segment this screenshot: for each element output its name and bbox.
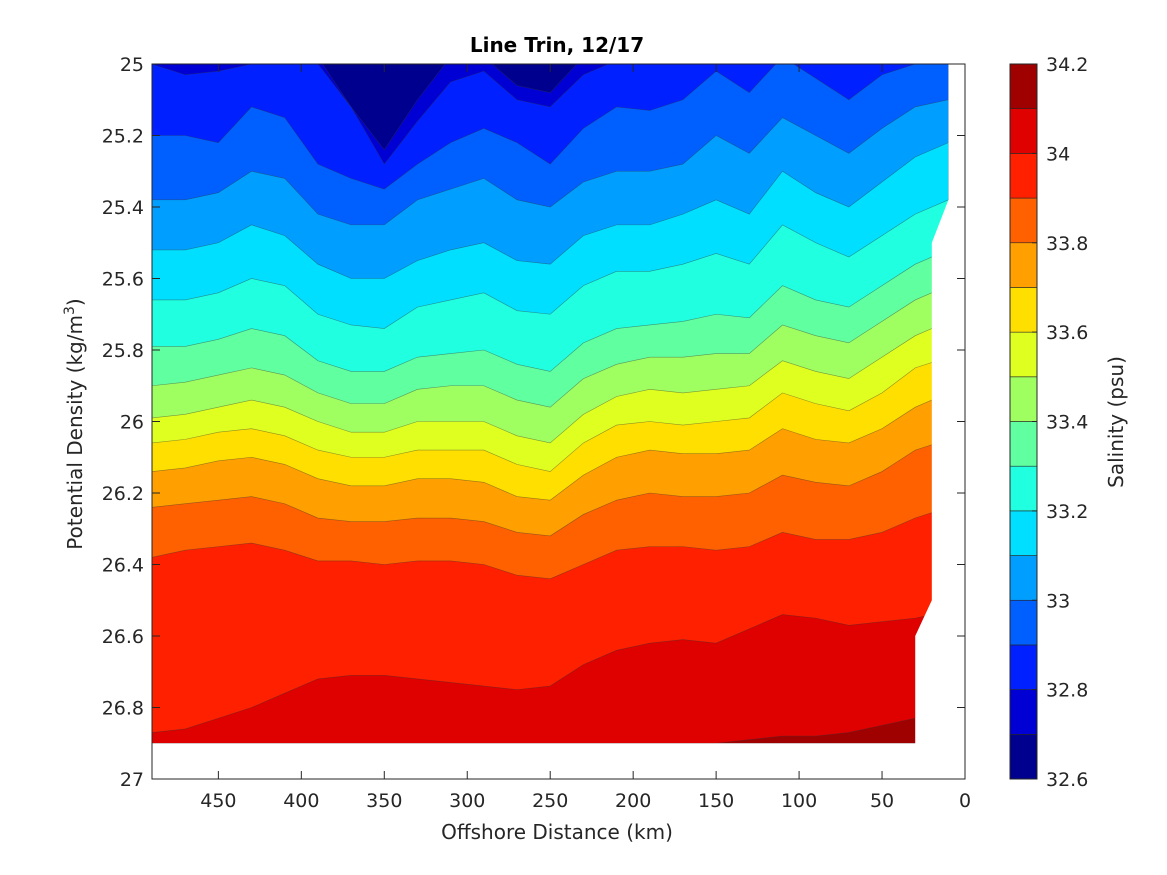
colorbar-segment (1009, 153, 1038, 199)
x-tick-label: 100 (781, 790, 817, 812)
colorbar-segment (1009, 287, 1038, 333)
no-data-bottom (152, 743, 965, 779)
colorbar-segment (1009, 599, 1038, 646)
y-tick-label: 27 (120, 769, 144, 791)
x-axis-label: Offshore Distance (km) (441, 820, 673, 844)
no-data-region (915, 64, 965, 779)
y-axis-label-close: ) (63, 298, 87, 306)
colorbar-segment (1009, 421, 1038, 467)
y-tick-label: 25 (120, 54, 144, 76)
y-axis-label-text: Potential Density (kg/m (63, 315, 87, 550)
y-tick-label: 26 (120, 412, 144, 434)
colorbar-segment (1009, 197, 1038, 244)
y-tick-label: 26.2 (102, 483, 144, 505)
colorbar-segment (1009, 734, 1038, 780)
colorbar-segment (1009, 63, 1038, 109)
y-tick-label: 25.8 (102, 340, 144, 362)
contour-band-14 (152, 610, 949, 744)
y-tick-label: 25.6 (102, 269, 144, 291)
colorbar-segment (1009, 510, 1038, 556)
colorbar-segment (1009, 555, 1038, 601)
colorbar-segment (1009, 644, 1038, 690)
y-axis-ticks: 25 25.2 25.4 25.6 25.8 26 26.2 26.4 26.6 26.8 27 (102, 54, 965, 791)
colorbar-tick-label: 32.6 (1046, 769, 1088, 791)
colorbar-ticks: 32.6 32.8 33 33.2 33.4 33.6 33.8 34 34.2 (1032, 54, 1088, 791)
colorbar (1009, 63, 1038, 780)
x-tick-label: 150 (698, 790, 734, 812)
x-tick-label: 450 (200, 790, 236, 812)
y-axis-label-superscript: 3 (62, 306, 78, 315)
x-tick-label: 400 (283, 790, 319, 812)
colorbar-tick-label: 33.8 (1046, 233, 1088, 255)
colorbar-label: Salinity (psu) (1104, 356, 1128, 488)
y-tick-label: 26.8 (102, 698, 144, 720)
y-tick-label: 25.4 (102, 197, 144, 219)
colorbar-tick-label: 33.6 (1046, 322, 1088, 344)
colorbar-tick-label: 32.8 (1046, 680, 1088, 702)
y-tick-label: 25.2 (102, 126, 144, 148)
y-tick-label: 26.6 (102, 626, 144, 648)
x-axis-ticks: 450 400 350 300 250 200 150 100 50 0 (200, 64, 971, 812)
x-tick-label: 250 (532, 790, 568, 812)
colorbar-segment (1009, 376, 1038, 422)
x-tick-label: 350 (366, 790, 402, 812)
colorbar-tick-label: 33 (1046, 590, 1070, 612)
y-tick-label: 26.4 (102, 555, 144, 577)
x-tick-label: 200 (615, 790, 651, 812)
x-tick-label: 300 (449, 790, 485, 812)
colorbar-tick-label: 34.2 (1046, 54, 1088, 76)
x-tick-label: 50 (870, 790, 894, 812)
colorbar-segment (1009, 108, 1038, 154)
contour-layer (152, 64, 965, 779)
colorbar-segment (1009, 242, 1038, 288)
x-tick-label: 0 (959, 790, 971, 812)
colorbar-segment (1009, 689, 1038, 735)
chart-title: Line Trin, 12/17 (470, 33, 644, 57)
colorbar-tick-label: 33.4 (1046, 412, 1088, 434)
y-axis-label: Potential Density (kg/m3) (62, 298, 87, 549)
colorbar-tick-label: 33.2 (1046, 501, 1088, 523)
colorbar-segment (1009, 331, 1038, 378)
colorbar-tick-label: 34 (1046, 143, 1070, 165)
colorbar-segment (1009, 465, 1038, 512)
